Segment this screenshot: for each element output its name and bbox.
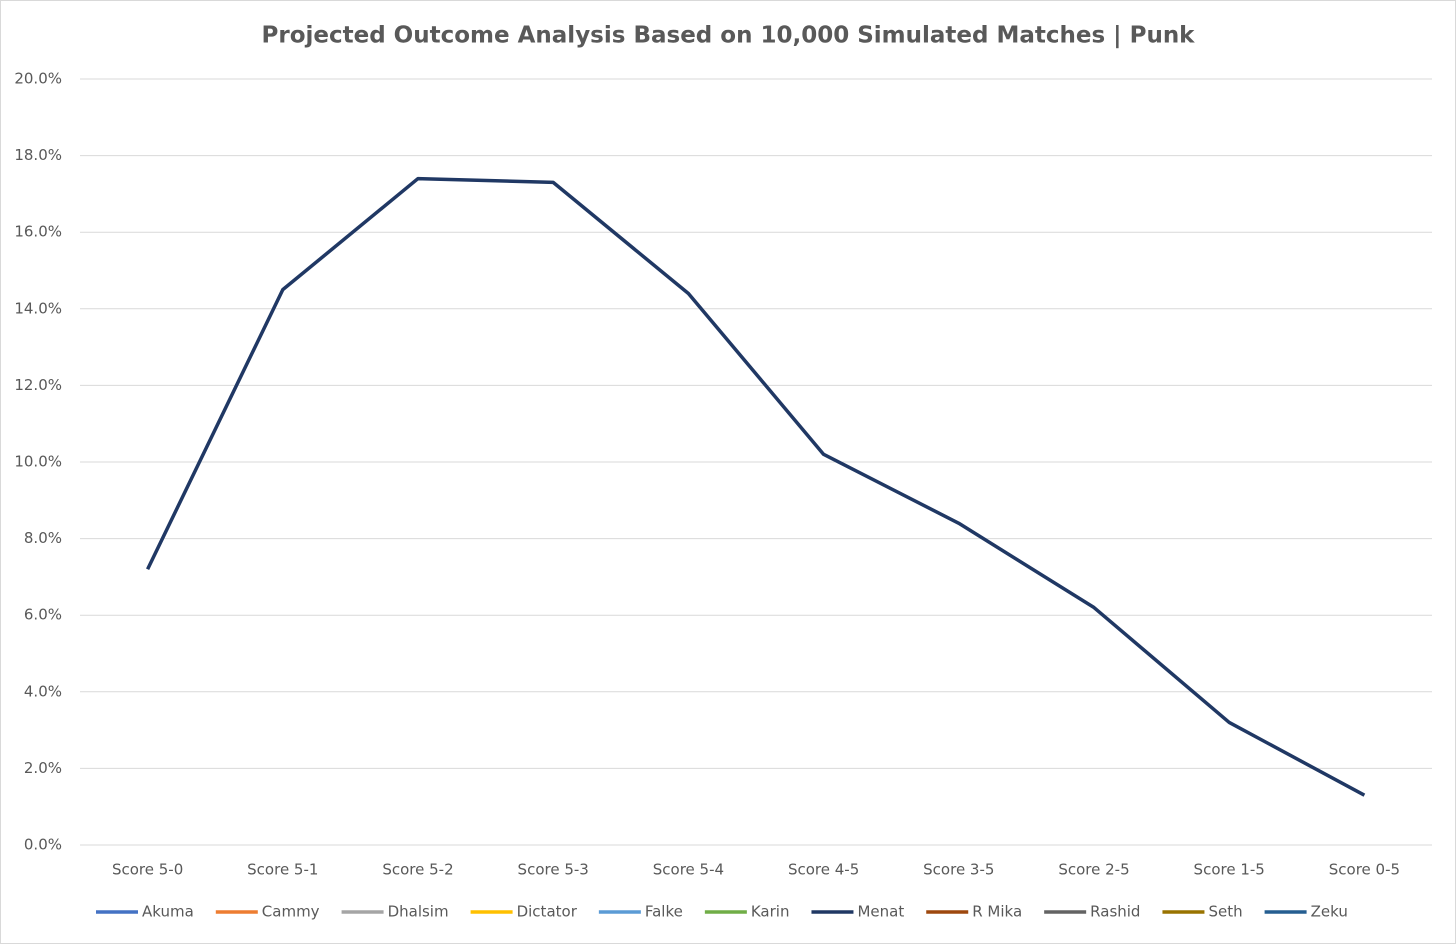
y-tick-label: 10.0% <box>14 453 62 471</box>
legend-label: Menat <box>857 903 904 921</box>
legend-label: Akuma <box>142 903 194 921</box>
x-tick-label: Score 3-5 <box>923 861 994 879</box>
y-tick-label: 0.0% <box>24 836 62 854</box>
y-tick-label: 8.0% <box>24 529 62 547</box>
y-tick-label: 14.0% <box>14 299 62 317</box>
x-tick-label: Score 4-5 <box>788 861 859 879</box>
x-tick-label: Score 2-5 <box>1058 861 1129 879</box>
x-tick-label: Score 0-5 <box>1329 861 1400 879</box>
legend-label: Rashid <box>1090 903 1140 921</box>
legend-label: Dictator <box>517 903 578 921</box>
y-tick-label: 2.0% <box>24 759 62 777</box>
legend-label: Falke <box>645 903 683 921</box>
legend-label: Zeku <box>1311 903 1348 921</box>
y-tick-label: 4.0% <box>24 682 62 700</box>
chart-title: Projected Outcome Analysis Based on 10,0… <box>262 23 1196 49</box>
y-tick-label: 20.0% <box>14 70 62 88</box>
x-tick-label: Score 5-3 <box>518 861 589 879</box>
y-tick-label: 16.0% <box>14 223 62 241</box>
series-line <box>146 176 1366 797</box>
y-tick-label: 6.0% <box>24 606 62 624</box>
y-tick-label: 12.0% <box>14 376 62 394</box>
legend-label: Cammy <box>262 903 320 921</box>
legend-label: R Mika <box>972 903 1022 921</box>
x-tick-label: Score 5-1 <box>247 861 318 879</box>
x-tick-label: Score 5-4 <box>653 861 724 879</box>
legend-label: Seth <box>1208 903 1242 921</box>
x-tick-label: Score 1-5 <box>1194 861 1265 879</box>
x-tick-label: Score 5-2 <box>382 861 453 879</box>
x-tick-label: Score 5-0 <box>112 861 183 879</box>
legend-label: Karin <box>751 903 790 921</box>
y-tick-label: 18.0% <box>14 146 62 164</box>
legend-label: Dhalsim <box>388 903 449 921</box>
